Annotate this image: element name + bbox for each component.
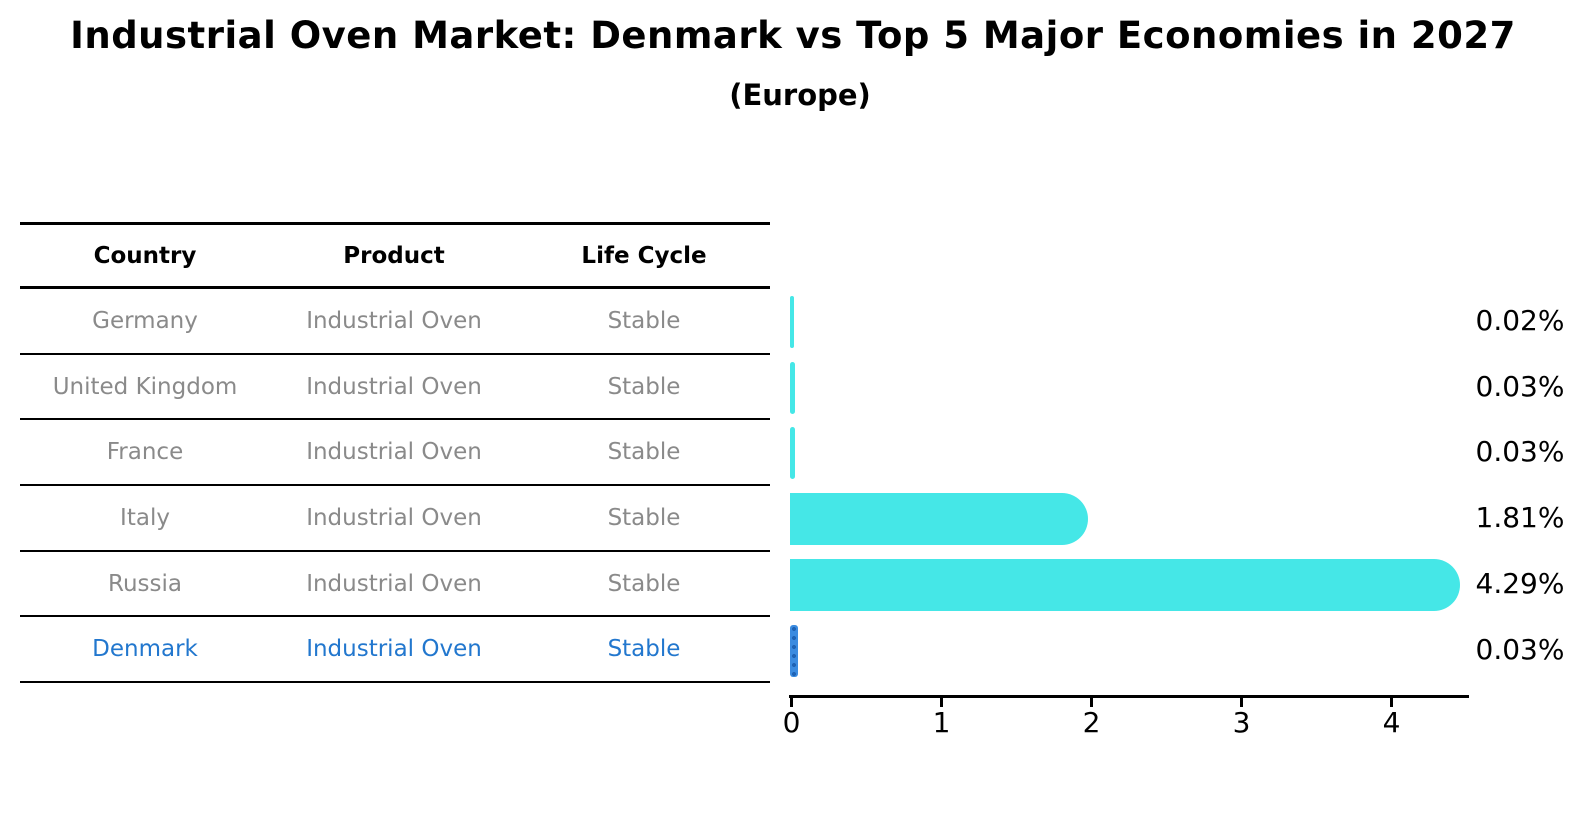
cell-product-italy: Industrial Oven [306, 504, 482, 531]
value-label-france: 0.03% [1475, 435, 1565, 469]
x-tick-label-0: 0 [782, 706, 801, 739]
value-label-denmark: 0.03% [1475, 632, 1565, 666]
x-tick-label-2: 2 [1082, 706, 1101, 739]
table-header-country: Country [93, 242, 197, 269]
cell-product-germany: Industrial Oven [306, 307, 482, 334]
cell-country-united-kingdom: United Kingdom [52, 373, 238, 400]
x-tick-label-3: 3 [1232, 706, 1251, 739]
cell-country-denmark: Denmark [92, 636, 198, 663]
value-label-germany: 0.02% [1475, 304, 1565, 337]
cell-life-cycle-france: Stable [607, 439, 681, 466]
x-axis-line [789, 695, 1469, 698]
cell-life-cycle-denmark: Stable [607, 636, 681, 663]
cell-product-russia: Industrial Oven [306, 570, 482, 597]
value-label-russia: 4.29% [1475, 566, 1565, 600]
value-label-united-kingdom: 0.03% [1475, 369, 1565, 403]
table-row-united-kingdom: United Kingdom Industrial Oven Stable [20, 355, 770, 421]
table-row-denmark: Denmark Industrial Oven Stable [20, 617, 770, 684]
cell-product-france: Industrial Oven [306, 439, 482, 466]
chart-title: Industrial Oven Market: Denmark vs Top 5… [70, 14, 1516, 57]
table-header-row: Country Product Life Cycle [20, 225, 770, 289]
value-label-italy: 1.81% [1475, 501, 1565, 535]
bar-russia [790, 558, 1460, 611]
cell-life-cycle-united-kingdom: Stable [607, 373, 681, 400]
bar-france [790, 427, 795, 480]
country-table: Country Product Life Cycle Germany Indust… [20, 222, 770, 684]
cell-country-russia: Russia [108, 570, 182, 597]
bar-germany [790, 296, 794, 348]
table-header-life-cycle: Life Cycle [581, 242, 707, 269]
table-body: Germany Industrial Oven Stable United Kingd… [20, 289, 770, 684]
cell-life-cycle-italy: Stable [607, 504, 681, 531]
table-row-germany: Germany Industrial Oven Stable [20, 289, 770, 355]
table-header-product: Product [343, 242, 445, 269]
x-tick-label-4: 4 [1382, 706, 1401, 739]
table-row-italy: Italy Industrial Oven Stable [20, 486, 770, 552]
x-tick-mark-3 [1240, 698, 1243, 707]
table-row-russia: Russia Industrial Oven Stable [20, 552, 770, 618]
cell-product-denmark: Industrial Oven [306, 636, 482, 663]
x-tick-mark-4 [1390, 698, 1393, 707]
x-tick-mark-2 [1090, 698, 1093, 707]
x-tick-mark-1 [940, 698, 943, 707]
chart-subtitle: (Europe) [729, 78, 871, 112]
cell-country-italy: Italy [120, 504, 170, 531]
bar-italy [790, 493, 1088, 546]
cell-life-cycle-russia: Stable [607, 570, 681, 597]
cell-product-united-kingdom: Industrial Oven [306, 373, 482, 400]
cell-life-cycle-germany: Stable [607, 307, 681, 334]
bar-united-kingdom [790, 361, 795, 414]
bar-denmark [790, 624, 798, 677]
x-tick-mark-0 [790, 698, 793, 707]
cell-country-france: France [106, 439, 184, 466]
x-tick-label-1: 1 [932, 706, 951, 739]
table-row-france: France Industrial Oven Stable [20, 420, 770, 487]
cell-country-germany: Germany [92, 307, 198, 334]
